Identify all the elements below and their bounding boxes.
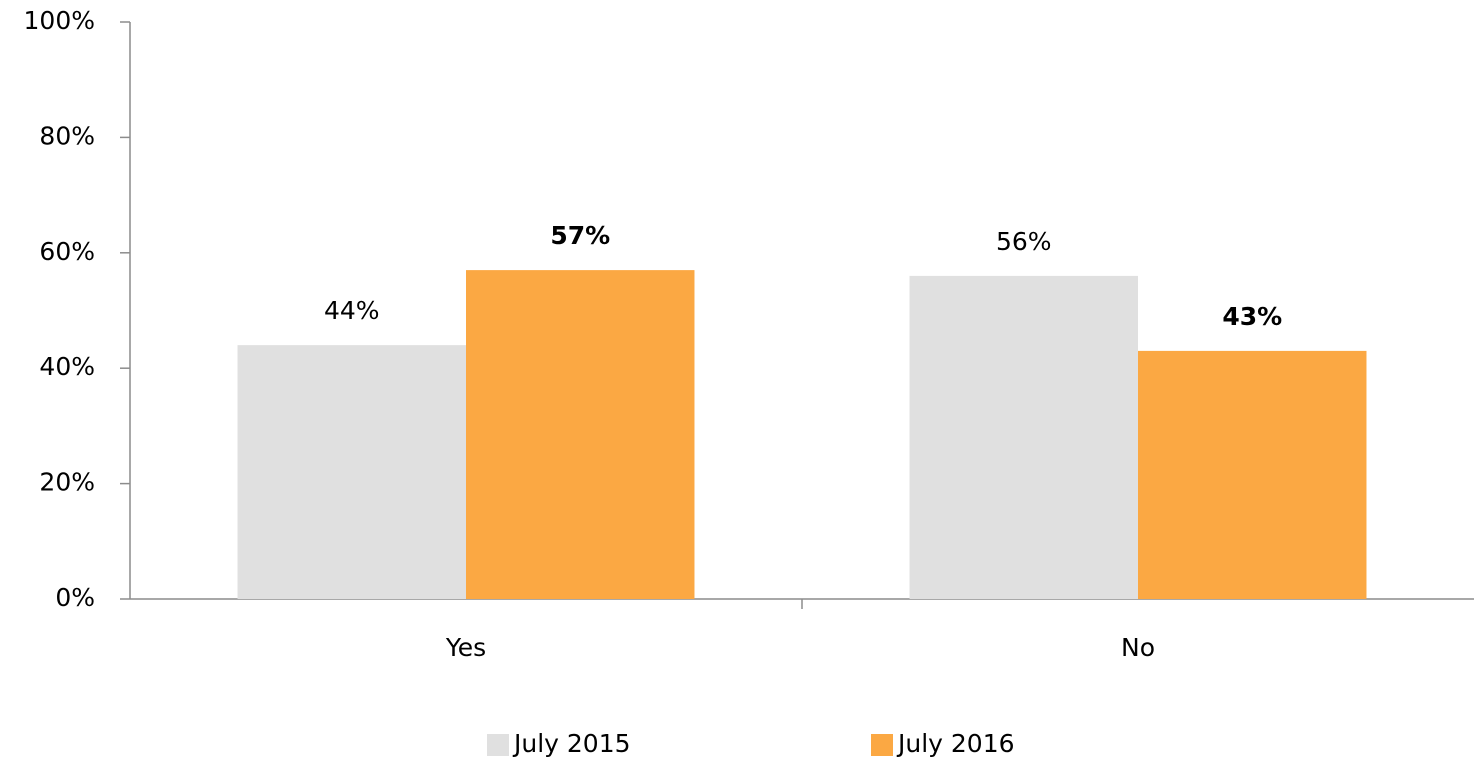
- value-label: 56%: [996, 227, 1052, 256]
- y-tick-label: 60%: [39, 237, 95, 266]
- value-label: 57%: [550, 221, 610, 250]
- bar: [237, 345, 466, 599]
- y-tick-label: 100%: [24, 6, 95, 35]
- bar: [1138, 350, 1367, 599]
- legend-swatch: [871, 734, 893, 756]
- value-label: 44%: [324, 296, 380, 325]
- y-tick-label: 80%: [39, 121, 95, 150]
- y-tick-label: 0%: [55, 583, 95, 612]
- x-tick-label: Yes: [445, 633, 486, 662]
- y-tick-label: 20%: [39, 468, 95, 497]
- x-tick-label: No: [1121, 633, 1155, 662]
- y-tick-label: 40%: [39, 352, 95, 381]
- bar: [466, 270, 695, 599]
- legend-label: July 2015: [512, 729, 631, 758]
- bar: [909, 275, 1138, 599]
- value-label: 43%: [1222, 302, 1282, 331]
- legend-label: July 2016: [896, 729, 1015, 758]
- legend-swatch: [487, 734, 509, 756]
